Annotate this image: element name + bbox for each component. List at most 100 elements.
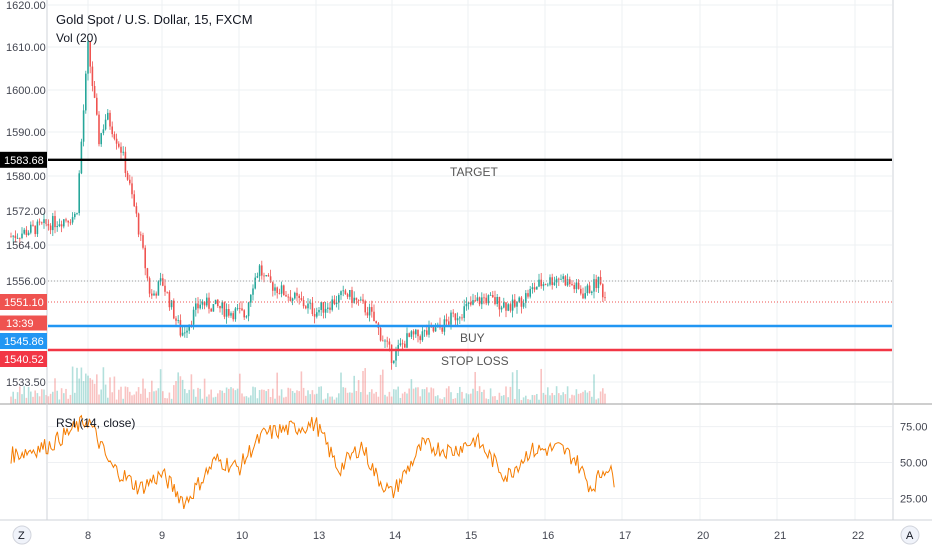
candle-body (302, 300, 305, 307)
candle-body (584, 293, 586, 299)
candle-body (335, 302, 338, 305)
volume-bar (173, 385, 175, 404)
candle-body (93, 85, 96, 98)
volume-bar (595, 399, 597, 404)
candle-body (173, 300, 175, 319)
candle-body (80, 141, 83, 174)
candle-body (140, 234, 142, 236)
rsi-legend[interactable]: RSI (14, close) (56, 416, 135, 430)
candle-body (478, 297, 481, 305)
candle-body (472, 300, 474, 305)
price-axis-ticks[interactable]: 1620.00 1610.00 1600.00 1590.00 1580.00 1572.… (6, 0, 46, 389)
time-tick-label: 21 (774, 530, 786, 542)
volume-bar (230, 387, 232, 404)
buy-price-badge: 1545.86 (0, 333, 47, 349)
volume-bar (201, 398, 204, 404)
candle-body (428, 326, 430, 335)
volume-bar (140, 393, 142, 404)
time-axis-ticks[interactable]: 8 9 10 13 14 15 16 17 20 21 22 (85, 530, 864, 542)
time-tick-label: 10 (236, 530, 248, 542)
volume-bar (102, 367, 105, 404)
volume-bar (547, 387, 549, 404)
volume-bar (129, 391, 131, 404)
volume-bar (553, 395, 556, 404)
candle-body (201, 301, 204, 305)
candle-body (69, 222, 72, 224)
candle-body (151, 293, 153, 296)
time-tick-label: 9 (159, 530, 165, 542)
candle-body (465, 303, 468, 307)
volume-bar (300, 371, 303, 404)
volume-bar (34, 390, 36, 404)
candle-body (131, 183, 133, 195)
volume-bar (184, 388, 186, 404)
candle-body (56, 226, 58, 228)
volume-bar (278, 395, 281, 404)
price-tick-label: 1610.00 (6, 42, 46, 54)
volume-bar (241, 393, 243, 404)
volume-bar (487, 399, 490, 404)
volume-bar (58, 399, 61, 404)
volume-legend[interactable]: Vol (20) (56, 31, 97, 45)
volume-bar (320, 386, 322, 404)
candle-body (340, 291, 342, 296)
volume-bar (49, 393, 52, 404)
volume-bar (456, 393, 459, 404)
auto-scale-button[interactable]: A (900, 525, 920, 545)
candle-body (153, 293, 155, 296)
candle-body (87, 41, 89, 74)
volume-bar (91, 379, 94, 404)
candle-body (232, 313, 234, 320)
volume-bar (401, 393, 404, 404)
goto-date-button[interactable]: Z (12, 525, 32, 545)
volume-bar (232, 388, 234, 404)
volume-bar (430, 387, 432, 404)
volume-bar (289, 388, 292, 404)
candle-body (16, 237, 19, 239)
candle-body (36, 221, 39, 235)
candle-body (483, 297, 485, 299)
volume-bar (98, 394, 100, 404)
candle-body (591, 291, 593, 293)
candle-body (540, 279, 542, 287)
candle-body (507, 304, 509, 311)
volume-bar (118, 389, 120, 404)
volume-bar (342, 387, 344, 404)
volume-bar (560, 395, 562, 404)
candle-body (129, 179, 131, 184)
candle-body (223, 302, 226, 317)
volume-bar (417, 387, 419, 404)
candle-body (148, 278, 151, 294)
time-tick-label: 15 (465, 530, 477, 542)
volume-bar (179, 376, 182, 404)
symbol-title[interactable]: Gold Spot / U.S. Dollar, 15, FXCM (56, 12, 253, 27)
candle-body (384, 340, 386, 342)
candle-body (177, 320, 179, 321)
countdown-badge: 13:39 (0, 315, 47, 331)
volume-bar (137, 387, 140, 404)
candle-body (593, 279, 595, 292)
volume-bar (181, 379, 184, 404)
volume-bar (474, 371, 476, 404)
rsi-axis-ticks[interactable]: 75.00 50.00 25.00 (900, 422, 928, 506)
candle-body (346, 294, 349, 297)
candle-body (399, 343, 402, 346)
volume-bar (212, 397, 215, 404)
volume-bar (580, 393, 582, 404)
volume-bar (540, 368, 542, 404)
candle-body (351, 290, 353, 303)
volume-bar (32, 396, 34, 404)
volume-bar (360, 392, 362, 404)
candle-body (419, 336, 421, 341)
volume-bar (470, 393, 472, 404)
volume-bar (276, 372, 278, 404)
volume-bar (135, 391, 138, 404)
volume-bar (283, 397, 285, 404)
volume-bar (509, 386, 512, 404)
svg-text:Z: Z (18, 530, 25, 542)
candle-body (228, 309, 230, 316)
candle-body (230, 313, 232, 316)
volume-bar (122, 398, 124, 404)
